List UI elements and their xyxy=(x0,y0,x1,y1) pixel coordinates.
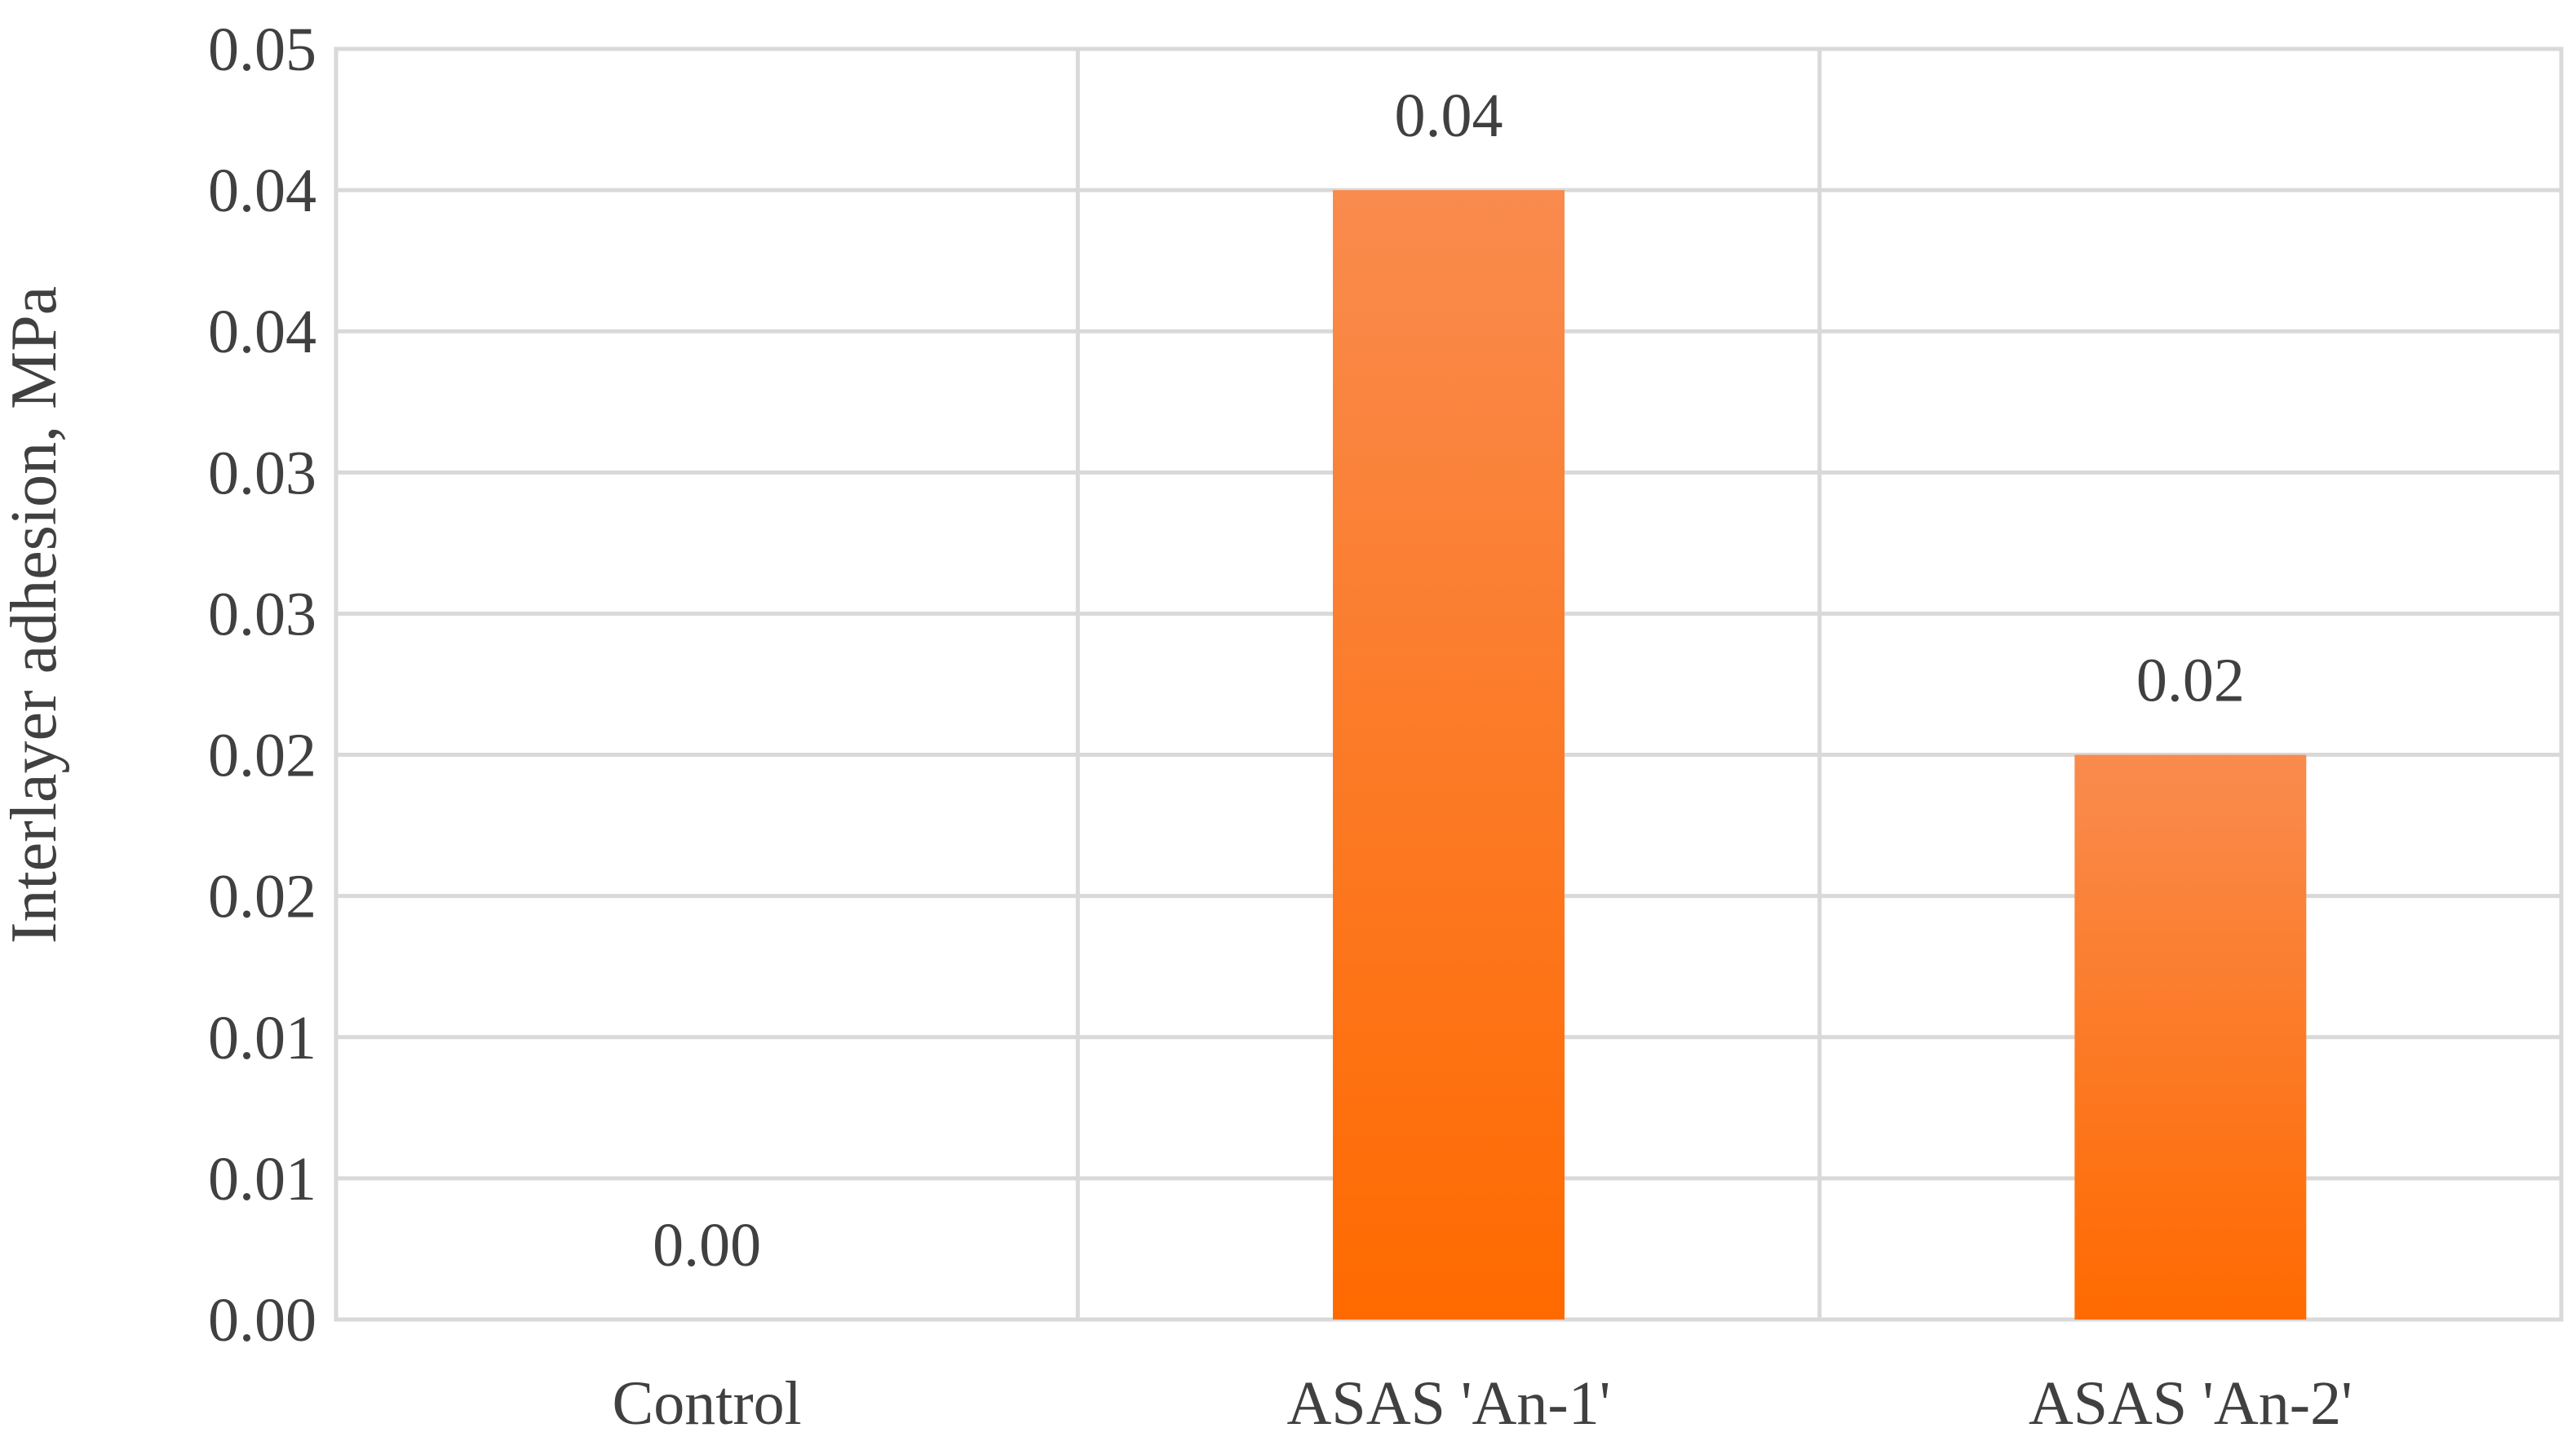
data-label: 0.04 xyxy=(1395,82,1503,150)
y-tick-label: 0.01 xyxy=(208,1004,316,1072)
y-tick-label: 0.00 xyxy=(208,1286,316,1355)
y-tick-label: 0.01 xyxy=(208,1145,316,1213)
y-tick-label: 0.05 xyxy=(208,15,316,84)
x-category-label: Control xyxy=(613,1369,802,1438)
data-label: 0.02 xyxy=(2136,647,2245,715)
y-tick-label: 0.04 xyxy=(208,298,316,366)
x-category-label: ASAS 'An-1' xyxy=(1287,1369,1611,1438)
x-category-label: ASAS 'An-2' xyxy=(2029,1369,2352,1438)
y-tick-label: 0.02 xyxy=(208,722,316,790)
y-axis-ticks: 0.00 0.01 0.01 0.02 0.02 0.03 0.03 0.04 0.04 0.05 xyxy=(208,15,316,1355)
y-tick-label: 0.04 xyxy=(208,157,316,225)
y-tick-label: 0.03 xyxy=(208,439,316,507)
bars xyxy=(1333,190,2307,1320)
x-axis-categories: Control ASAS 'An-1' ASAS 'An-2' xyxy=(613,1369,2352,1438)
bar xyxy=(2074,754,2307,1320)
bar xyxy=(1333,190,1565,1320)
y-tick-label: 0.02 xyxy=(208,863,316,931)
y-tick-label: 0.03 xyxy=(208,580,316,648)
y-axis-title: Interlayer adhesion, MPa xyxy=(0,286,70,944)
data-label: 0.00 xyxy=(653,1211,761,1280)
data-labels: 0.00 0.04 0.02 xyxy=(653,82,2245,1280)
